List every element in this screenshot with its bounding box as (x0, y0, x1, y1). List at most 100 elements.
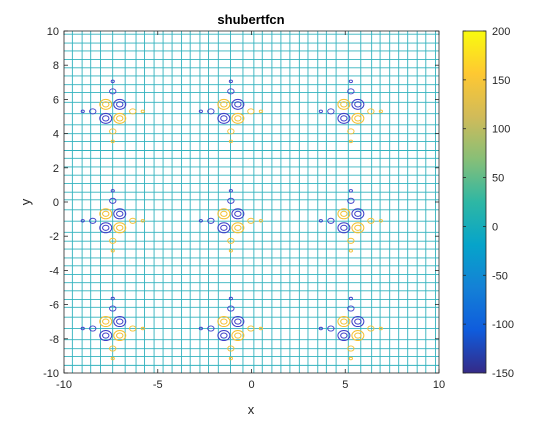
y-tick-label: 2 (53, 163, 59, 175)
contour-ring (340, 332, 348, 339)
contour-ring (351, 316, 365, 328)
contour-ring-small (227, 305, 235, 312)
extrema-cluster (80, 296, 145, 361)
contour-ring (337, 112, 351, 124)
contour-ring-small (80, 109, 85, 114)
contour-ring (337, 316, 351, 328)
contour-ring (351, 98, 365, 110)
contour-ring-small (227, 237, 235, 244)
contour-ring (337, 98, 351, 110)
colorbar-tick-label: -100 (492, 319, 514, 331)
contour-ring (337, 222, 351, 234)
contour-ring (337, 208, 351, 220)
contour-ring (217, 222, 231, 234)
contour-ring (217, 98, 231, 110)
contour-ring (102, 101, 110, 108)
contour-ring-small (109, 197, 117, 204)
contour-ring (113, 208, 127, 220)
contour-ring-small (367, 108, 375, 115)
contour-ring (231, 98, 245, 110)
colorbar-tick-label: 0 (492, 221, 498, 233)
plot-area (64, 31, 439, 373)
contour-ring-small (378, 109, 383, 114)
contour-ring-small (129, 108, 137, 115)
contour-ring (234, 318, 242, 325)
contour-ring (116, 101, 124, 108)
extrema-cluster (80, 189, 145, 253)
y-tick-label: -6 (49, 300, 59, 312)
contour-ring (351, 208, 365, 220)
contour-ring-small (228, 296, 233, 301)
contour-ring (102, 332, 110, 339)
contour-ring-small (80, 219, 85, 223)
contour-ring (99, 316, 113, 328)
x-tick-label: 5 (342, 379, 348, 391)
contour-ring (351, 112, 365, 124)
extrema-cluster (198, 189, 263, 253)
contour-ring (102, 224, 110, 231)
contour-ring-small (207, 217, 215, 224)
contour-ring-small (110, 79, 115, 84)
contour-ring (220, 101, 228, 108)
y-tick-label: 10 (47, 26, 59, 38)
y-tick-label: 6 (53, 94, 59, 106)
extrema-cluster (80, 79, 145, 144)
contour-ring-small (110, 249, 115, 253)
contour-ring-small (227, 128, 235, 135)
contour-ring-small (198, 109, 203, 114)
contour-ring-small (258, 326, 263, 331)
y-tick-label: -4 (49, 265, 59, 277)
contour-ring (351, 330, 365, 342)
contour-ring-small (318, 326, 323, 331)
y-axis: 10 8 6 4 2 0 -2 -4 -6 -8 -10 (43, 26, 439, 380)
contour-ring-small (347, 345, 355, 352)
contour-ring-small (110, 356, 115, 361)
contour-ring-small (198, 326, 203, 331)
contour-ring-small (228, 189, 233, 193)
contour-ring (231, 112, 245, 124)
contour-ring-small (347, 237, 355, 244)
y-tick-label: 8 (53, 60, 59, 72)
contour-ring (340, 210, 348, 217)
contour-ring-small (227, 345, 235, 352)
contour-ring (113, 222, 127, 234)
x-axis: -10 -5 0 5 10 (56, 31, 445, 391)
contour-ring (231, 316, 245, 328)
contour-ring (116, 332, 124, 339)
contour-ring-small (318, 219, 323, 223)
extrema-cluster (318, 296, 383, 361)
x-tick-label: -10 (56, 379, 72, 391)
contour-ring (220, 210, 228, 217)
contour-ring (234, 224, 242, 231)
extrema-cluster (318, 189, 383, 253)
contour-ring-small (89, 325, 97, 332)
contour-ring (220, 318, 228, 325)
contour-ring-small (348, 249, 353, 253)
colorbar-tick-label: 50 (492, 173, 504, 185)
contour-ring-small (207, 108, 215, 115)
contour-ring-small (109, 88, 117, 95)
colorbar-tick-label: 100 (492, 124, 510, 136)
contour-ring (99, 98, 113, 110)
contour-ring-small (327, 108, 335, 115)
contour-ring (116, 115, 124, 122)
contour-ring-small (348, 139, 353, 144)
contour-ring-small (348, 296, 353, 301)
contour-ring-small (207, 325, 215, 332)
contour-ring-small (228, 356, 233, 361)
contour-ring-small (347, 305, 355, 312)
contour-ring (113, 98, 127, 110)
chart-title: shubertfcn (217, 12, 284, 27)
contour-ring (99, 330, 113, 342)
contour-ring-small (247, 217, 255, 224)
contour-ring (116, 224, 124, 231)
contour-ring (354, 115, 362, 122)
contour-ring-small (367, 217, 375, 224)
contour-ring (102, 115, 110, 122)
x-tick-label: -5 (153, 379, 163, 391)
contour-ring-small (109, 237, 117, 244)
contour-ring-small (348, 79, 353, 84)
contour-ring (231, 330, 245, 342)
contour-ring-small (140, 326, 145, 331)
